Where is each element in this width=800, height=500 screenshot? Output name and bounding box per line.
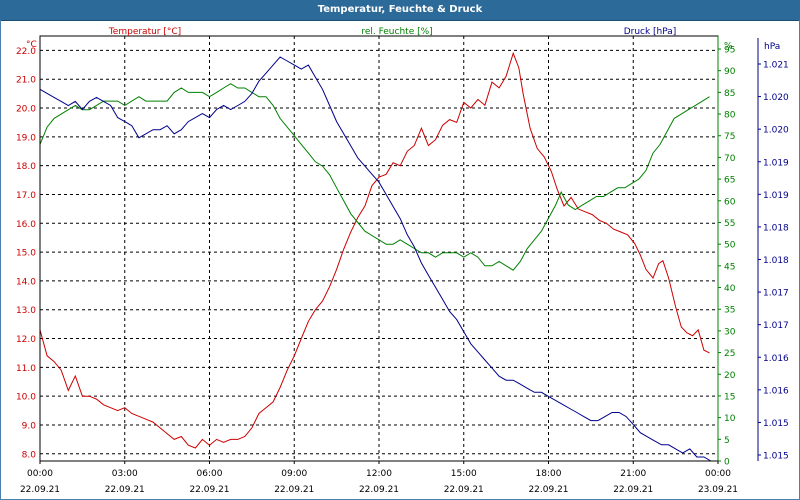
temperature-tick-label: 11.0 [16,364,36,374]
x-tick-time-label: 03:00 [112,469,138,479]
temperature-tick-label: 18.0 [16,162,36,172]
temperature-tick-label: 16.0 [16,220,36,230]
temperature-unit-label: °C [26,40,37,50]
humidity-tick-label: 25 [724,349,735,359]
x-tick-date-label: 22.09.21 [189,485,229,495]
humidity-tick-label: 80 [724,111,736,121]
x-tick-date-label: 22.09.21 [20,485,60,495]
pressure-tick-label: 1.016 [763,354,789,364]
pressure-unit-label: hPa [764,42,780,52]
humidity-tick-label: 5 [724,436,730,446]
x-tick-time-label: 21:00 [620,469,646,479]
humidity-tick-label: 15 [724,392,735,402]
x-tick-time-label: 00:00 [27,469,53,479]
pressure-tick-label: 1.018 [763,256,789,266]
humidity-tick-label: 55 [724,219,735,229]
x-tick-date-label: 22.09.21 [359,485,399,495]
pressure-tick-label: 1.016 [763,386,789,396]
x-tick-time-label: 15:00 [451,469,477,479]
temperature-tick-label: 19.0 [16,133,36,143]
x-tick-date-label: 23.09.21 [698,485,738,495]
humidity-tick-label: % [724,42,733,52]
humidity-tick-label: 85 [724,89,735,99]
temperature-tick-label: 15.0 [16,249,36,259]
pressure-tick-label: 1.020 [763,93,789,103]
humidity-tick-label: 90 [724,67,736,77]
pressure-tick-label: 1.015 [763,452,789,462]
temperature-series-line [39,51,710,449]
temperature-tick-label: 9.0 [22,421,37,431]
humidity-tick-label: 45 [724,262,735,272]
temperature-tick-label: 20.0 [16,105,36,115]
x-tick-time-label: 18:00 [536,469,562,479]
pressure-tick-label: 1.019 [763,191,789,201]
temperature-tick-label: 12.0 [16,335,36,345]
humidity-tick-label: 0 [724,458,730,468]
legend-pressure: Druck [hPa] [624,27,677,37]
pressure-tick-label: 1.017 [763,321,789,331]
humidity-series-line [39,83,710,271]
temperature-tick-label: 14.0 [16,277,36,287]
legend-temperature: Temperatur [°C] [108,27,181,37]
x-tick-time-label: 09:00 [281,469,307,479]
temperature-tick-label: 21.0 [16,76,36,86]
pressure-tick-label: 1.017 [763,289,789,299]
x-tick-date-label: 22.09.21 [444,485,484,495]
x-tick-time-label: 00:00 [705,469,731,479]
pressure-tick-label: 1.019 [763,158,789,168]
humidity-tick-label: 50 [724,241,736,251]
temperature-tick-label: 22.0 [16,47,36,57]
series-lines [39,51,712,462]
temperature-tick-label: 10.0 [16,393,36,403]
pressure-series-line [39,56,712,462]
x-tick-time-label: 12:00 [366,469,392,479]
x-tick-date-label: 22.09.21 [105,485,145,495]
humidity-tick-label: 65 [724,176,735,186]
humidity-tick-label: 40 [724,284,736,294]
humidity-tick-label: 20 [724,371,736,381]
pressure-tick-label: 1.018 [763,223,789,233]
temperature-tick-label: 17.0 [16,191,36,201]
humidity-tick-label: 10 [724,414,736,424]
legend-humidity: rel. Feuchte [%] [361,27,432,37]
pressure-tick-label: 1.021 [763,61,789,71]
temperature-tick-label: 13.0 [16,306,36,316]
humidity-tick-label: 35 [724,306,735,316]
pressure-tick-label: 1.015 [763,419,789,429]
window-title-bar: Temperatur, Feuchte & Druck [0,0,800,21]
x-tick-date-label: 22.09.21 [613,485,653,495]
x-tick-time-label: 06:00 [197,469,223,479]
humidity-tick-label: 30 [724,327,736,337]
axes: 8.0 9.0 10.0 11.0 12.0 13.0 14.0 15.0 16.0 17.0 18… [16,35,789,495]
x-tick-date-label: 22.09.21 [274,485,314,495]
pressure-tick-label: 1.020 [763,126,789,136]
window-title: Temperatur, Feuchte & Druck [317,4,483,15]
x-tick-date-label: 22.09.21 [528,485,568,495]
grid-lines [40,36,718,461]
humidity-tick-label: 70 [724,154,736,164]
humidity-tick-label: 95 [724,46,735,56]
humidity-tick-label: 75 [724,132,735,142]
temperature-tick-label: 8.0 [22,450,37,460]
humidity-tick-label: 60 [724,197,736,207]
